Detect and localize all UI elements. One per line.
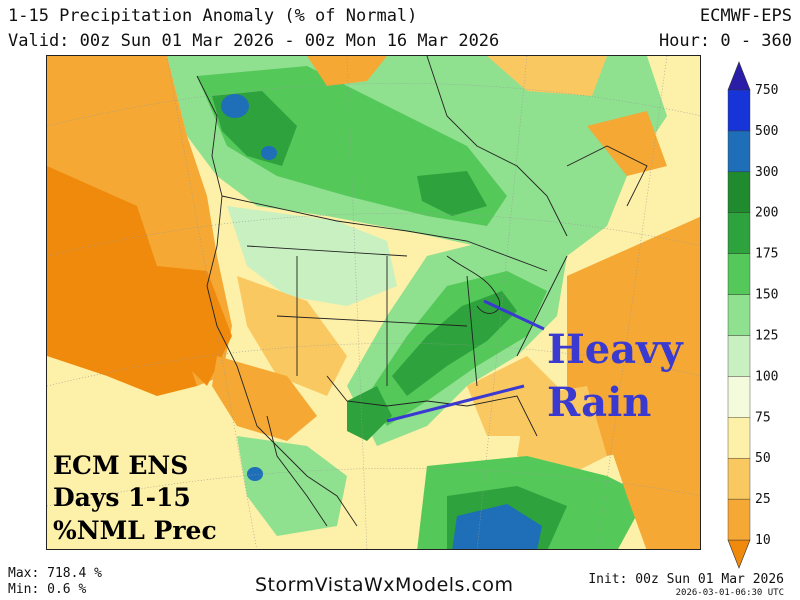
baja-blue-spot [247, 467, 263, 481]
colorbar-label: 150 [755, 288, 778, 303]
bc-blue-spot [221, 94, 249, 118]
colorbar: 10 25 50 75 100 125 150 175 200 300 500 750 [722, 60, 798, 570]
generated-time: 2026-03-01-06:30 UTC [675, 588, 784, 598]
site-watermark: StormVistaWxModels.com [255, 574, 514, 596]
init-time: Init: 00z Sun 01 Mar 2026 [588, 572, 784, 587]
colorbar-high-arrow [727, 61, 751, 91]
colorbar-label: 500 [755, 124, 778, 139]
map-title: 1-15 Precipitation Anomaly (% of Normal) [8, 6, 418, 26]
east-caribbean-light-orange [607, 426, 700, 549]
colorbar-label: 125 [755, 328, 778, 343]
max-value: Max: 718.4 % [8, 566, 102, 581]
graticule [47, 56, 700, 549]
colorbar-segment [727, 171, 751, 213]
colorbar-label: 10 [755, 533, 771, 548]
colorbar-label: 75 [755, 410, 771, 425]
california-orange [157, 266, 232, 386]
arrow-ohio-valley [483, 299, 545, 331]
boundaries [196, 56, 648, 527]
precip-anomaly-map: Heavy Rain ECM ENS Days 1-15 %NML Prec [46, 55, 701, 550]
min-value: Min: 0.6 % [8, 582, 87, 597]
caribbean-blue [452, 504, 542, 549]
colorbar-segment [727, 253, 751, 295]
valid-period: Valid: 00z Sun 01 Mar 2026 - 00z Mon 16 … [8, 31, 500, 51]
bc-blue-spot-2 [261, 146, 277, 160]
colorbar-low-arrow [727, 539, 751, 569]
colorbar-label: 200 [755, 206, 778, 221]
rockies-yellow [237, 276, 347, 396]
colorbar-label: 100 [755, 369, 778, 384]
nml-prec-label: %NML Prec [53, 516, 217, 545]
colorbar-segment [727, 498, 751, 541]
arctic-orange [307, 56, 387, 86]
heavy-text: Heavy [547, 326, 684, 373]
model-name: ECMWF-EPS [699, 6, 792, 26]
rain-text: Rain [547, 379, 651, 426]
mexico-green [237, 436, 347, 536]
colorbar-segment [727, 294, 751, 336]
gulf-coast-dark-green [347, 386, 392, 441]
colorbar-segment [727, 457, 751, 500]
canada-dark-green-2 [417, 171, 487, 216]
colorbar-segment [727, 417, 751, 459]
heavy-rain-dark-green [392, 291, 517, 396]
colorbar-segment [727, 376, 751, 418]
days-label: Days 1-15 [53, 483, 191, 512]
colorbar-segment [727, 89, 751, 132]
ecm-ens-label: ECM ENS [53, 451, 188, 480]
colorbar-label: 50 [755, 451, 771, 466]
southwest-orange [212, 356, 317, 441]
colorbar-segment [727, 130, 751, 173]
atlantic-yellow [567, 216, 700, 456]
colorbar-label: 175 [755, 247, 778, 262]
labrador-orange [587, 111, 667, 176]
west-us-light-green [227, 206, 397, 306]
forecast-hours: Hour: 0 - 360 [658, 31, 792, 51]
colorbar-label: 25 [755, 492, 771, 507]
colorbar-segment [727, 335, 751, 377]
atlantic-light-orange [517, 386, 607, 476]
colorbar-label: 750 [755, 83, 778, 98]
colorbar-segment [727, 212, 751, 254]
arctic-yellow [487, 56, 607, 96]
colorbar-label: 300 [755, 165, 778, 180]
arrow-gulf-coast [386, 384, 525, 423]
